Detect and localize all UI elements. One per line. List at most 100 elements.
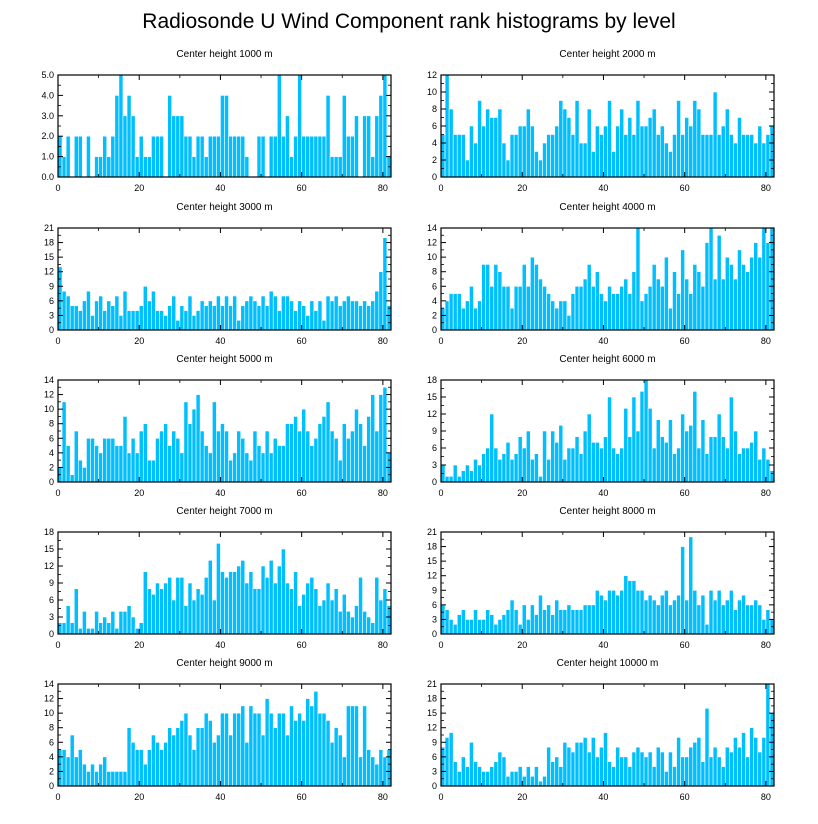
histogram-bar (448, 293, 454, 331)
histogram-bar (175, 115, 181, 178)
histogram-bar (78, 459, 83, 483)
histogram-bar (212, 741, 217, 787)
y-tick-label: 8 (432, 267, 437, 277)
histogram-bar (611, 766, 616, 787)
histogram-bar (672, 599, 677, 635)
histogram-bar (765, 683, 771, 787)
histogram-bar (570, 751, 576, 787)
histogram-bar (354, 605, 359, 635)
histogram-bar (619, 756, 625, 787)
histogram-bar (285, 115, 290, 178)
panel-title: Center height 5000 m (176, 354, 272, 365)
histogram-bar (232, 295, 237, 331)
histogram-bar (651, 264, 657, 331)
histogram-bar (110, 135, 116, 178)
histogram-bar (86, 628, 91, 635)
histogram-bar (562, 459, 568, 483)
histogram-bar (733, 737, 738, 787)
histogram-bar (509, 771, 515, 787)
y-tick-label: 0 (432, 629, 437, 639)
histogram-bar (700, 285, 706, 331)
panel-5: Center height 5000 m 0 2 4 6 8 10 12 14 0 20 40 60 80 (44, 354, 392, 498)
histogram-bar (126, 95, 132, 178)
histogram-bar (574, 609, 580, 635)
histogram-bar (603, 732, 608, 787)
histogram-bar (297, 430, 302, 483)
histogram-bar (203, 156, 209, 178)
histogram-bar (456, 771, 462, 787)
histogram-bar (252, 712, 258, 787)
histogram-bar (570, 609, 576, 635)
panel-1: Center height 1000 m 0.0 1.0 2.0 3.0 4.0 5.0 0 2… (41, 49, 392, 193)
histogram-bar (220, 95, 225, 178)
histogram-bar (696, 737, 702, 787)
histogram-bar (607, 100, 612, 178)
histogram-bar (346, 437, 351, 483)
histogram-bar (374, 430, 380, 483)
histogram-bar (700, 761, 706, 787)
histogram-bar (737, 746, 742, 787)
histogram-bar (509, 599, 515, 635)
histogram-bar (228, 305, 233, 331)
histogram-bar (159, 749, 164, 787)
y-tick-label: 12 (427, 723, 437, 733)
histogram-bar (554, 442, 560, 483)
histogram-bar (248, 571, 254, 635)
histogram-bar (69, 305, 75, 331)
histogram-bar (582, 142, 588, 178)
panel-title: Center height 10000 m (557, 658, 659, 669)
histogram-bar (236, 712, 242, 787)
histogram-bar (696, 447, 702, 483)
y-tick-label: 6 (432, 600, 437, 610)
histogram-bar (749, 256, 754, 331)
histogram-bar (256, 588, 262, 635)
histogram-bar (346, 705, 351, 787)
x-tick-label: 40 (598, 488, 608, 498)
histogram-bar (171, 734, 177, 787)
histogram-bar (126, 605, 132, 635)
histogram-bar (236, 319, 242, 331)
histogram-bar (607, 589, 612, 635)
histogram-bar (256, 135, 262, 178)
histogram-bar (473, 142, 478, 178)
histogram-bar (228, 571, 233, 635)
y-tick-label: 3.0 (41, 111, 54, 121)
histogram-bar (708, 589, 714, 635)
histogram-bar (619, 108, 625, 178)
y-tick-label: 18 (44, 527, 54, 537)
histogram-bar (187, 582, 193, 635)
histogram-bar (477, 100, 482, 178)
histogram-bar (220, 423, 225, 483)
x-tick-label: 0 (438, 183, 443, 193)
histogram-bar (680, 756, 685, 787)
histogram-bar (538, 278, 543, 331)
histogram-bar (86, 135, 91, 178)
histogram-bar (281, 445, 286, 483)
histogram-bar (317, 135, 323, 178)
histogram-bar (244, 452, 250, 483)
y-tick-label: 3 (49, 310, 54, 320)
histogram-bar (224, 577, 229, 635)
histogram-bar (142, 763, 148, 787)
histogram-bar (155, 310, 160, 331)
histogram-bar (595, 756, 600, 787)
histogram-bar (268, 452, 274, 483)
x-tick-label: 20 (517, 792, 527, 802)
histogram-bar (167, 305, 173, 331)
histogram-bar (489, 413, 495, 483)
histogram-bar (301, 594, 307, 635)
histogram-bar (240, 135, 246, 178)
histogram-bar (130, 741, 136, 787)
histogram-bar (61, 156, 67, 178)
histogram-bar (562, 609, 568, 635)
histogram-bar (757, 604, 763, 635)
histogram-bar (729, 396, 734, 483)
histogram-bar (329, 156, 335, 178)
x-tick-label: 80 (378, 183, 388, 193)
x-tick-label: 60 (680, 183, 690, 193)
histogram-bar (366, 616, 371, 635)
histogram-bar (639, 391, 645, 483)
x-tick-label: 60 (297, 640, 307, 650)
histogram-bar (578, 285, 584, 331)
histogram-bar (749, 727, 754, 787)
